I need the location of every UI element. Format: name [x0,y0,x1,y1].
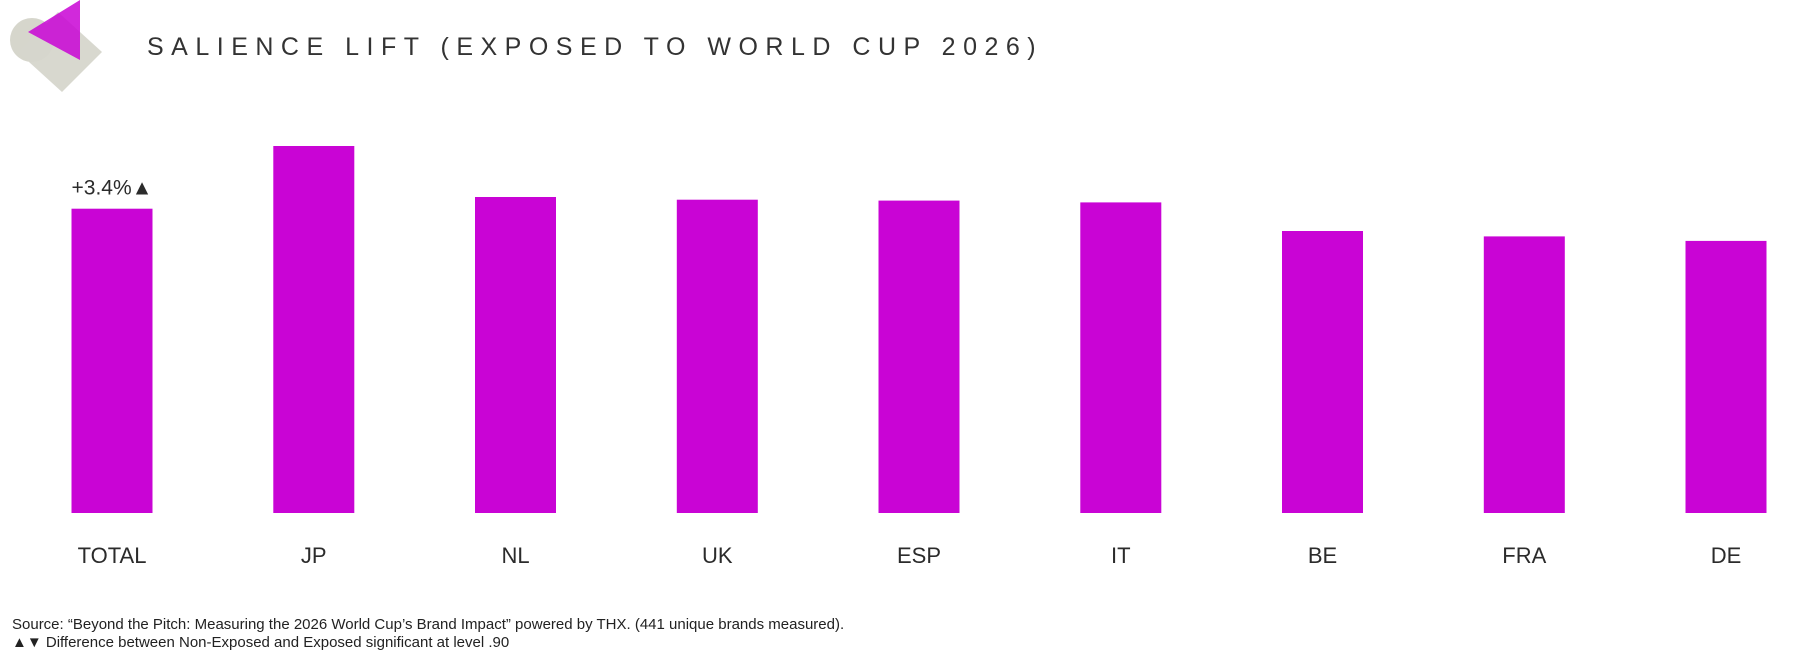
bar-nl [475,197,556,513]
bar-be [1282,231,1363,513]
source-label: Source: [12,616,64,633]
bars-group [71,146,1767,513]
bar-it [1080,202,1162,513]
brand-logo [10,0,102,92]
source-line: Source: “Beyond the Pitch: Measuring the… [12,616,844,634]
x-label-it: IT [1111,543,1131,568]
bar-jp [273,146,355,513]
x-label-de: DE [1711,543,1742,568]
bar-de [1685,240,1767,513]
data-labels: +3.4%▲ [72,177,153,200]
x-label-jp: JP [301,543,327,568]
bar-total [71,208,153,513]
x-axis-labels: TOTAL JP NL UK ESP IT BE FRA DE [78,543,1742,568]
x-label-esp: ESP [897,543,941,568]
data-label-total: +3.4%▲ [72,177,153,200]
chart-title: SALIENCE LIFT (EXPOSED TO WORLD CUP 2026… [147,33,1044,61]
significance-note: ▲▼ Difference between Non-Exposed and Ex… [12,634,510,651]
x-label-uk: UK [702,543,733,568]
x-label-be: BE [1308,543,1337,568]
chart-footer: Source: “Beyond the Pitch: Measuring the… [12,616,844,652]
bar-esp [878,200,960,513]
x-label-nl: NL [501,543,529,568]
bar-chart: TOTAL JP NL UK ESP IT BE FRA DE +3.4%▲ [71,146,1767,568]
source-text: “Beyond the Pitch: Measuring the 2026 Wo… [63,616,845,633]
bar-uk [676,199,758,513]
bar-fra [1483,236,1565,513]
x-label-fra: FRA [1502,543,1546,568]
x-label-total: TOTAL [78,543,147,568]
logo-triangle [28,0,80,60]
